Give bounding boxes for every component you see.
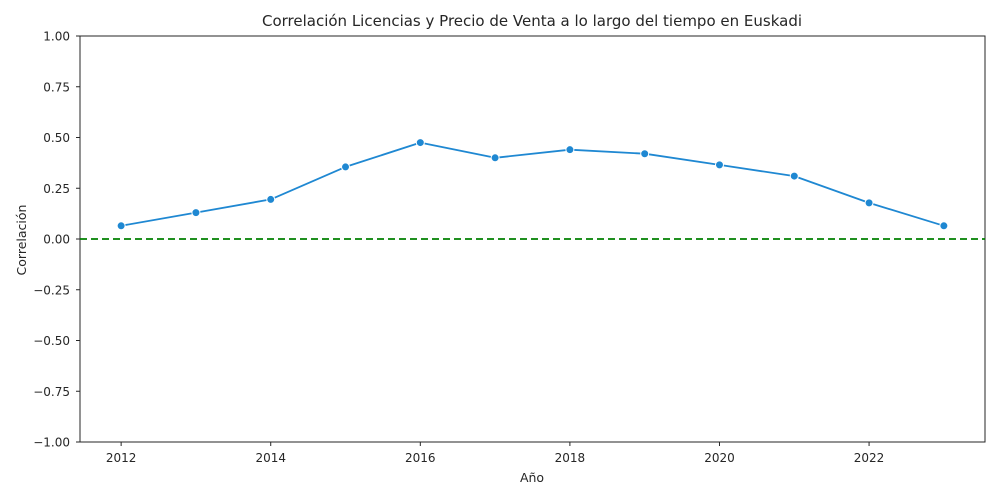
data-point <box>565 145 575 155</box>
y-tick-label: −0.25 <box>33 283 70 297</box>
data-point <box>789 171 799 181</box>
y-tick-label: 1.00 <box>43 30 70 44</box>
data-point <box>864 198 874 208</box>
y-tick-label: −0.75 <box>33 385 70 399</box>
x-tick-label: 2016 <box>405 451 436 465</box>
data-point <box>191 208 201 218</box>
y-tick-label: 0.00 <box>43 233 70 247</box>
x-tick-label: 2012 <box>106 451 137 465</box>
y-tick-label: 0.50 <box>43 131 70 145</box>
x-tick-label: 2020 <box>704 451 735 465</box>
x-tick-label: 2022 <box>854 451 885 465</box>
data-point <box>415 138 425 148</box>
data-point <box>939 221 949 231</box>
x-axis-label: Año <box>520 470 544 485</box>
data-point <box>640 149 650 159</box>
y-tick-label: 0.25 <box>43 182 70 196</box>
series-line <box>120 141 945 227</box>
y-tick-label: −1.00 <box>33 436 70 450</box>
chart-title: Correlación Licencias y Precio de Venta … <box>262 12 802 30</box>
y-tick-label: 0.75 <box>43 80 70 94</box>
y-axis-label: Correlación <box>14 205 29 276</box>
y-tick-label: −0.50 <box>33 334 70 348</box>
x-tick-label: 2014 <box>255 451 286 465</box>
data-point <box>490 153 500 163</box>
data-point <box>714 160 724 170</box>
plot-area: 1.00 0.75 0.50 0.25 0.00 −0.25 −0.50 −0.75 −1.00… <box>33 30 986 465</box>
data-point <box>266 194 276 204</box>
x-tick-label: 2018 <box>555 451 586 465</box>
data-point <box>116 221 126 231</box>
data-point <box>341 162 351 172</box>
